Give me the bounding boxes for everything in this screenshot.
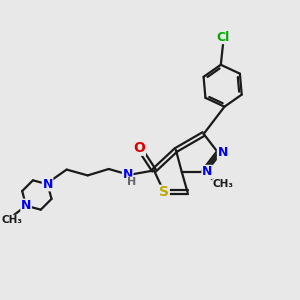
- Text: O: O: [134, 141, 145, 155]
- Text: N: N: [42, 178, 53, 191]
- Text: N: N: [202, 165, 212, 178]
- Text: N: N: [122, 168, 133, 181]
- Text: H: H: [127, 177, 136, 187]
- Text: N: N: [218, 146, 228, 159]
- Text: N: N: [21, 199, 31, 212]
- Text: S: S: [159, 185, 169, 200]
- Text: CH₃: CH₃: [2, 215, 23, 225]
- Text: CH₃: CH₃: [213, 179, 234, 190]
- Text: Cl: Cl: [217, 31, 230, 44]
